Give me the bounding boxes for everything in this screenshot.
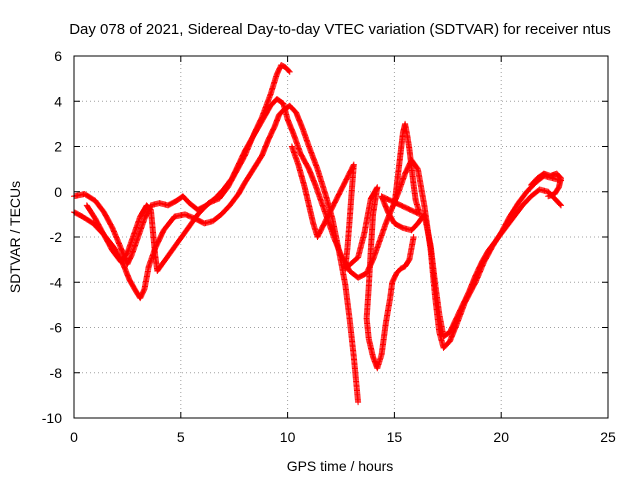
x-tick-label: 10 xyxy=(280,429,296,445)
data-point xyxy=(558,202,565,209)
x-tick-label: 0 xyxy=(70,429,78,445)
x-tick-label: 25 xyxy=(600,429,616,445)
series-6 xyxy=(528,170,565,200)
axis-ticks: 0 5 10 15 20 25 -10 -8 -6 -4 -2 0 2 4 6 xyxy=(42,48,616,445)
data-point xyxy=(285,67,292,74)
y-tick-label: 6 xyxy=(54,48,62,64)
y-tick-label: -6 xyxy=(50,320,63,336)
series-5 xyxy=(378,120,565,340)
chart-title: Day 078 of 2021, Sidereal Day-to-day VTE… xyxy=(69,21,611,38)
x-tick-label: 15 xyxy=(387,429,403,445)
y-axis-label: SDTVAR / TECUs xyxy=(7,181,23,293)
y-tick-label: 2 xyxy=(54,139,62,155)
data-point xyxy=(557,201,564,208)
y-tick-label: -4 xyxy=(50,274,63,290)
y-tick-label: 0 xyxy=(54,184,62,200)
x-tick-label: 5 xyxy=(177,429,185,445)
series-4 xyxy=(288,143,417,372)
grid-lines xyxy=(74,56,608,418)
series-3 xyxy=(83,62,293,274)
data-point xyxy=(410,234,417,240)
y-tick-label: -2 xyxy=(50,229,63,245)
data-point xyxy=(355,399,362,406)
series-1 xyxy=(71,102,362,406)
y-tick-label: -10 xyxy=(42,410,62,426)
y-tick-label: -8 xyxy=(50,365,63,381)
data-points xyxy=(71,62,565,406)
data-point xyxy=(286,68,293,75)
x-tick-label: 20 xyxy=(493,429,509,445)
x-axis-label: GPS time / hours xyxy=(287,458,394,474)
y-tick-label: 4 xyxy=(54,93,62,109)
data-point xyxy=(545,193,552,200)
